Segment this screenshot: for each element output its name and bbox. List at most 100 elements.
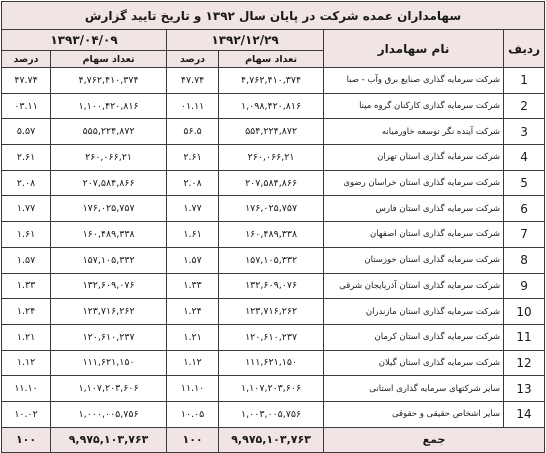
percent-1392: ۱.۲۱ [166, 323, 220, 351]
shares-1392: ۱۳۲,۶۰۹,۰۷۶ [218, 272, 325, 300]
percent-1393: ۱.۲۴ [0, 298, 52, 325]
row-number: 2 [503, 92, 546, 120]
total-percent-1393: ۱۰۰ [0, 426, 52, 453]
percent-1392: ۰۱.۱۱ [166, 92, 220, 120]
shares-1393: ۴,۷۶۲,۴۱۰,۳۷۴ [50, 67, 168, 94]
shareholder-name: سایر اشخاص حقیقی و حقوقی [323, 400, 505, 428]
percent-1392: ۲.۰۸ [166, 169, 220, 197]
shares-1392: ۱۲۳,۷۱۶,۲۶۲ [218, 298, 325, 325]
table-row: 11 شرکت سرمایه گذاری استان کرمان ۱۲۰,۶۱۰,۲… [0, 323, 546, 351]
shares-1393: ۲۶۰,۰۶۶,۲۱ [50, 144, 168, 171]
percent-1393: ۵.۵۷ [0, 118, 52, 146]
shareholder-name: سایر شرکتهای سرمایه گذاری استانی [323, 375, 505, 402]
header-row-no: ردیف [503, 29, 546, 68]
shareholder-name: شرکت سرمایه گذاری استان کرمان [323, 323, 505, 351]
percent-1393: ۱.۵۷ [0, 246, 52, 274]
shares-1393: ۱۶۰,۴۸۹,۳۳۸ [50, 221, 168, 248]
row-number: 13 [503, 375, 546, 402]
shareholder-name: شرکت سرمایه گذاری استان اصفهان [323, 221, 505, 248]
shares-1392: ۲۰۷,۵۸۴,۸۶۶ [218, 169, 325, 197]
shareholder-name: شرکت سرمایه گذاری استان تهران [323, 144, 505, 171]
shares-1393: ۱,۱۰۰,۴۲۰,۸۱۶ [50, 92, 168, 120]
table-row: 6 شرکت سرمایه گذاری استان فارس ۱۷۶,۰۲۵,۷۵۷… [0, 195, 546, 223]
row-number: 9 [503, 272, 546, 300]
shareholder-name: شرکت سرمایه گذاری صنایع برق وآب - صبا [323, 67, 505, 94]
shares-1392: ۱۵۷,۱۰۵,۳۳۲ [218, 246, 325, 274]
shares-1393: ۱۱۱,۶۲۱,۱۵۰ [50, 349, 168, 377]
shares-1392: ۱۲۰,۶۱۰,۲۳۷ [218, 323, 325, 351]
header-row-sub: تعداد سهام درصد تعداد سهام درصد [0, 50, 545, 68]
shares-1393: ۱۳۲,۶۰۹,۰۷۶ [50, 272, 168, 300]
percent-1393: ۴۷.۷۴ [0, 67, 52, 94]
percent-1392: ۵۶.۵ [166, 118, 220, 146]
percent-1392: ۱.۶۱ [166, 221, 220, 248]
shares-1393: ۲۰۷,۵۸۴,۸۶۶ [50, 169, 168, 197]
row-number: 11 [503, 323, 546, 351]
table-row: 4 شرکت سرمایه گذاری استان تهران ۲۶۰,۰۶۶,۲۱… [0, 144, 546, 171]
table-row: 1 شرکت سرمایه گذاری صنایع برق وآب - صبا ۴,… [0, 67, 546, 94]
table-row: 5 شرکت سرمایه گذاری استان خراسان رضوی ۲۰۷,… [0, 169, 546, 197]
shares-1392: ۱۷۶,۰۲۵,۷۵۷ [218, 195, 325, 223]
shareholder-name: شرکت سرمایه گذاری کارکنان گروه مپنا [323, 92, 505, 120]
header-percent-2: درصد [0, 50, 52, 68]
percent-1392: ۱۰.۰۵ [166, 400, 220, 428]
percent-1392: ۱.۲۴ [166, 298, 220, 325]
header-shareholder-name: نام سهامدار [323, 29, 505, 68]
shares-1393: ۱,۰۰۰,۰۰۵,۷۵۶ [50, 400, 168, 428]
total-shares-1392: ۹,۹۷۵,۱۰۳,۷۶۳ [218, 426, 325, 453]
shares-1392: ۱,۰۹۸,۴۲۰,۸۱۶ [218, 92, 325, 120]
percent-1393: ۱.۶۱ [0, 221, 52, 248]
shareholder-name: شرکت آینده نگر توسعه خاورمیانه [323, 118, 505, 146]
total-shares-1393: ۹,۹۷۵,۱۰۳,۷۶۳ [50, 426, 168, 453]
shareholder-name: شرکت سرمایه گذاری استان مازندران [323, 298, 505, 325]
row-number: 7 [503, 221, 546, 248]
row-number: 3 [503, 118, 546, 146]
row-number: 1 [503, 67, 546, 94]
row-number: 6 [503, 195, 546, 223]
shares-1393: ۱,۱۰۷,۲۰۳,۶۰۶ [50, 375, 168, 402]
shares-1393: ۱۲۰,۶۱۰,۲۳۷ [50, 323, 168, 351]
percent-1393: ۱.۳۳ [0, 272, 52, 300]
percent-1392: ۱.۳۳ [166, 272, 220, 300]
header-shares-2: تعداد سهام [50, 50, 168, 68]
shareholder-name: شرکت سرمایه گذاری استان آذربایجان شرقی [323, 272, 505, 300]
shares-1393: ۱۵۷,۱۰۵,۳۳۲ [50, 246, 168, 274]
shares-1392: ۱۱۱,۶۲۱,۱۵۰ [218, 349, 325, 377]
total-percent-1392: ۱۰۰ [166, 426, 220, 453]
shares-1392: ۲۶۰,۰۶۶,۲۱ [218, 144, 325, 171]
row-number: 12 [503, 349, 546, 377]
percent-1392: ۱.۷۷ [166, 195, 220, 223]
table-row: 14 سایر اشخاص حقیقی و حقوقی ۱,۰۰۳,۰۰۵,۷۵۶ ۱… [0, 400, 546, 428]
shares-1392: ۵۵۴,۲۲۴,۸۷۲ [218, 118, 325, 146]
table-row: 13 سایر شرکتهای سرمایه گذاری استانی ۱,۱۰۷,… [0, 375, 546, 402]
table-row: 2 شرکت سرمایه گذاری کارکنان گروه مپنا ۱,۰۹… [0, 92, 546, 120]
title-row: سهامداران عمده شرکت در پایان سال ۱۳۹۲ و … [0, 1, 546, 30]
shares-1392: ۱۶۰,۴۸۹,۳۳۸ [218, 221, 325, 248]
header-shares-1: تعداد سهام [218, 50, 325, 68]
percent-1392: ۴۷.۷۴ [166, 67, 220, 94]
table-row: 3 شرکت آینده نگر توسعه خاورمیانه ۵۵۴,۲۲۴,۸… [0, 118, 546, 146]
percent-1392: ۲.۶۱ [166, 144, 220, 171]
shares-1392: ۱,۰۰۳,۰۰۵,۷۵۶ [218, 400, 325, 428]
percent-1393: ۲.۰۸ [0, 169, 52, 197]
percent-1393: ۱۱.۱۰ [0, 375, 52, 402]
shareholder-name: شرکت سرمایه گذاری استان گیلان [323, 349, 505, 377]
shareholder-name: شرکت سرمایه گذاری استان خوزستان [323, 246, 505, 274]
shares-1393: ۱۲۳,۷۱۶,۲۶۲ [50, 298, 168, 325]
percent-1393: ۱.۲۱ [0, 323, 52, 351]
percent-1392: ۱.۵۷ [166, 246, 220, 274]
table-row: 10 شرکت سرمایه گذاری استان مازندران ۱۲۳,۷۱… [0, 298, 546, 325]
row-number: 5 [503, 169, 546, 197]
table-row: 12 شرکت سرمایه گذاری استان گیلان ۱۱۱,۶۲۱,۱… [0, 349, 546, 377]
percent-1393: ۱۰.۰۲ [0, 400, 52, 428]
row-number: 4 [503, 144, 546, 171]
row-number: 10 [503, 298, 546, 325]
header-percent-1: درصد [166, 50, 220, 68]
shares-1393: ۵۵۵,۲۲۴,۸۷۲ [50, 118, 168, 146]
table-row: 8 شرکت سرمایه گذاری استان خوزستان ۱۵۷,۱۰۵,… [0, 246, 546, 274]
shareholder-name: شرکت سرمایه گذاری استان خراسان رضوی [323, 169, 505, 197]
shareholder-name: شرکت سرمایه گذاری استان فارس [323, 195, 505, 223]
percent-1393: ۲.۶۱ [0, 144, 52, 171]
